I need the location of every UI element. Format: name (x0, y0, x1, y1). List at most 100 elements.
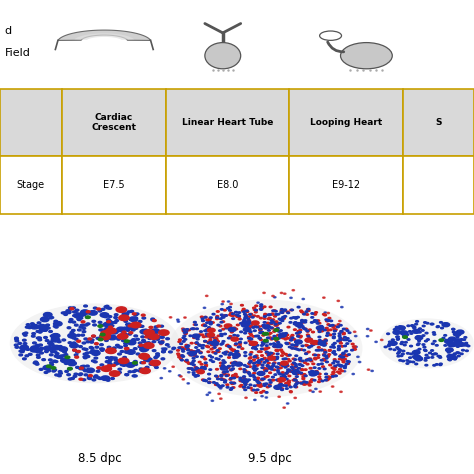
Circle shape (253, 389, 255, 391)
Circle shape (135, 313, 139, 315)
Circle shape (147, 357, 150, 358)
Circle shape (119, 315, 129, 320)
Circle shape (162, 340, 164, 341)
Circle shape (327, 312, 329, 314)
Circle shape (325, 355, 328, 357)
Circle shape (262, 342, 264, 343)
Circle shape (178, 341, 181, 343)
Circle shape (51, 347, 54, 349)
Circle shape (58, 375, 61, 377)
Circle shape (450, 358, 453, 359)
Circle shape (48, 342, 51, 344)
Circle shape (187, 345, 190, 346)
Circle shape (301, 374, 303, 375)
Circle shape (332, 327, 335, 328)
Circle shape (134, 361, 137, 363)
Circle shape (457, 355, 460, 357)
Circle shape (265, 397, 267, 398)
Circle shape (295, 383, 298, 385)
Circle shape (242, 310, 245, 311)
Circle shape (412, 329, 420, 333)
Circle shape (99, 329, 102, 331)
Circle shape (209, 321, 212, 323)
Circle shape (285, 388, 288, 389)
Circle shape (15, 340, 18, 342)
Circle shape (134, 364, 137, 365)
Circle shape (447, 358, 450, 360)
Circle shape (343, 339, 346, 340)
Circle shape (340, 365, 343, 366)
Circle shape (281, 320, 284, 321)
Circle shape (90, 351, 94, 353)
Circle shape (79, 378, 83, 380)
Bar (62, 89, 166, 156)
Circle shape (423, 346, 426, 348)
Circle shape (208, 327, 210, 328)
Circle shape (89, 310, 97, 315)
Circle shape (275, 358, 278, 359)
Circle shape (264, 368, 266, 369)
Circle shape (398, 348, 401, 350)
Circle shape (238, 343, 241, 345)
Circle shape (259, 328, 262, 330)
Circle shape (222, 341, 225, 342)
Circle shape (282, 318, 284, 319)
Circle shape (345, 339, 348, 341)
Circle shape (282, 317, 284, 318)
Circle shape (206, 295, 208, 297)
Circle shape (247, 318, 250, 319)
Circle shape (118, 353, 121, 355)
Circle shape (354, 346, 356, 347)
Circle shape (82, 365, 86, 367)
Circle shape (247, 337, 250, 339)
Circle shape (188, 363, 191, 364)
Circle shape (318, 349, 320, 351)
Circle shape (295, 323, 302, 327)
Circle shape (76, 313, 80, 315)
Circle shape (35, 345, 39, 346)
Circle shape (296, 382, 299, 383)
Circle shape (51, 351, 54, 353)
Circle shape (248, 373, 251, 374)
Circle shape (345, 328, 348, 330)
Circle shape (270, 380, 273, 381)
Text: d: d (5, 26, 12, 36)
Circle shape (259, 332, 262, 334)
Circle shape (306, 364, 309, 365)
Circle shape (313, 319, 316, 321)
Circle shape (149, 333, 153, 335)
Circle shape (219, 318, 222, 319)
Circle shape (221, 303, 223, 305)
Circle shape (28, 327, 31, 328)
Circle shape (265, 392, 268, 393)
Circle shape (301, 326, 304, 327)
Circle shape (101, 331, 111, 336)
Circle shape (290, 318, 292, 319)
Circle shape (302, 376, 305, 378)
Circle shape (272, 365, 275, 366)
Circle shape (86, 356, 90, 357)
Circle shape (245, 317, 247, 318)
Circle shape (325, 357, 328, 359)
Circle shape (295, 340, 302, 344)
Circle shape (313, 321, 316, 322)
Circle shape (119, 346, 123, 348)
Circle shape (448, 337, 456, 341)
Circle shape (228, 307, 231, 308)
Circle shape (255, 368, 258, 370)
Circle shape (136, 338, 139, 340)
Circle shape (332, 336, 335, 337)
Circle shape (231, 383, 234, 384)
Circle shape (270, 338, 273, 340)
Circle shape (307, 310, 310, 311)
Circle shape (310, 343, 313, 344)
Circle shape (418, 348, 421, 350)
Circle shape (78, 374, 82, 375)
Text: Linear Heart Tube: Linear Heart Tube (182, 118, 273, 127)
Circle shape (332, 337, 335, 338)
Circle shape (454, 339, 462, 343)
Circle shape (115, 319, 118, 321)
Circle shape (255, 362, 258, 363)
Circle shape (277, 342, 280, 343)
Circle shape (270, 352, 273, 354)
